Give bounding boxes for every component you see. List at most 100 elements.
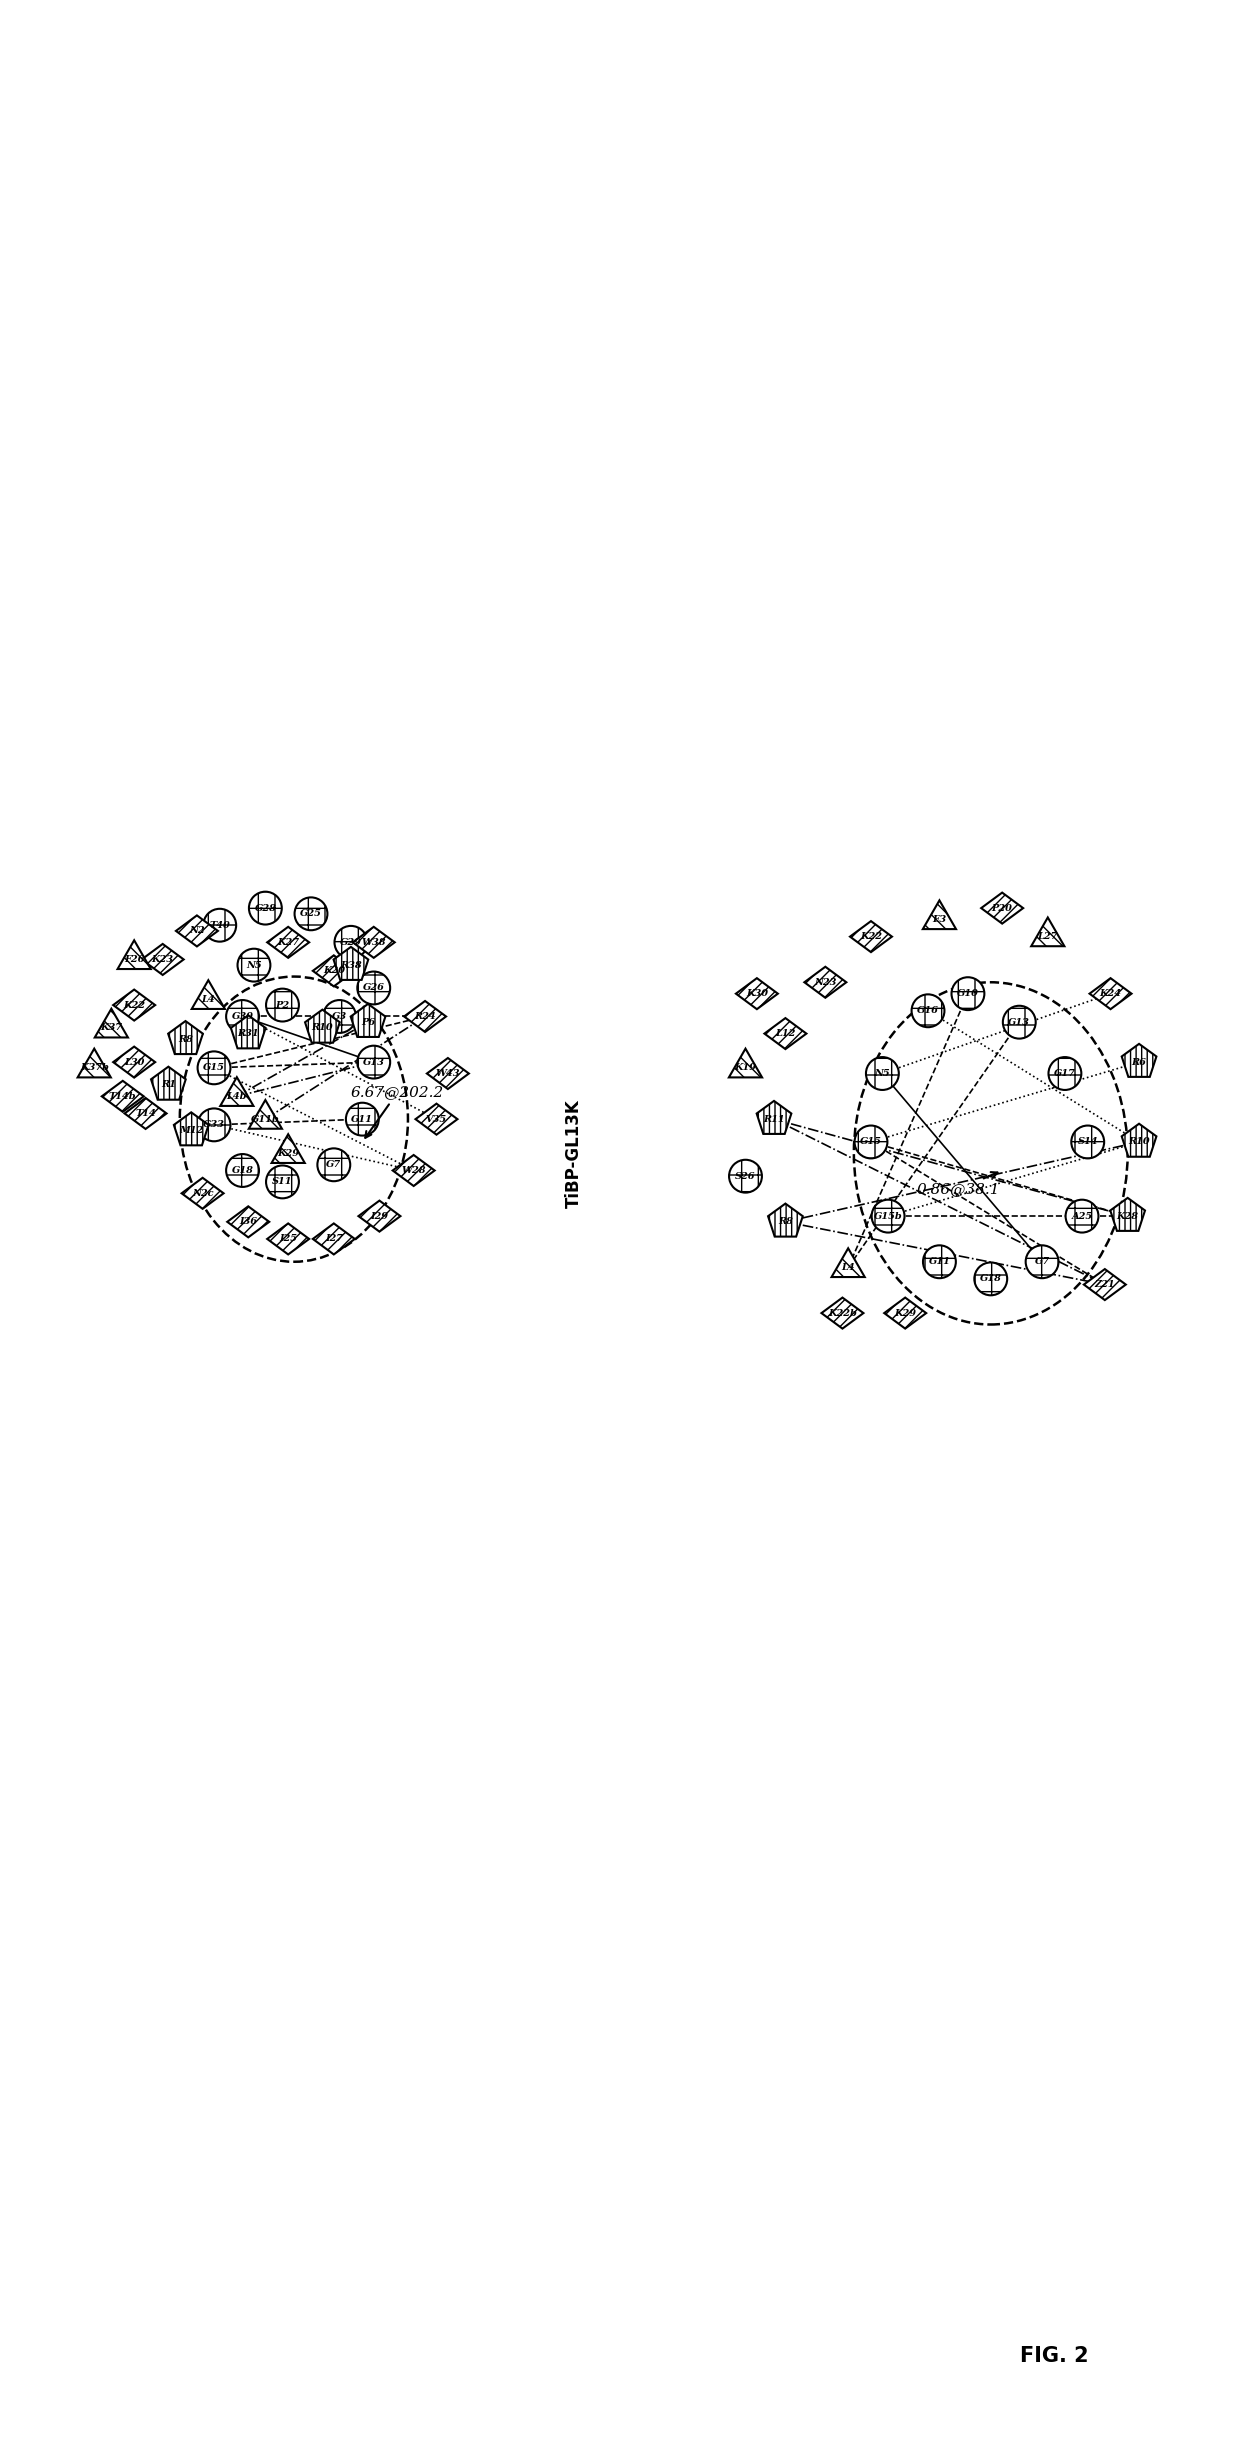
Polygon shape — [832, 1249, 864, 1276]
Polygon shape — [764, 1018, 806, 1050]
Text: E3: E3 — [932, 915, 946, 925]
Circle shape — [1025, 1244, 1059, 1279]
Polygon shape — [849, 920, 892, 952]
Polygon shape — [923, 901, 956, 930]
Circle shape — [951, 977, 985, 1011]
Text: G25: G25 — [300, 910, 322, 918]
Text: G11: G11 — [351, 1114, 373, 1124]
Text: T40: T40 — [210, 920, 231, 930]
Circle shape — [197, 1050, 231, 1085]
Text: K23: K23 — [151, 955, 174, 964]
Text: K29: K29 — [278, 1148, 299, 1158]
Circle shape — [249, 891, 281, 925]
Text: FIG. 2: FIG. 2 — [1019, 2346, 1089, 2366]
Text: G26: G26 — [363, 984, 384, 991]
Polygon shape — [272, 1134, 305, 1163]
Text: G7: G7 — [1034, 1256, 1049, 1266]
Polygon shape — [1032, 918, 1064, 947]
Polygon shape — [192, 979, 224, 1009]
Polygon shape — [404, 1001, 446, 1033]
Text: K20: K20 — [322, 967, 345, 974]
Polygon shape — [118, 940, 151, 969]
Polygon shape — [729, 1048, 763, 1077]
Text: S11: S11 — [273, 1178, 293, 1185]
Text: S26: S26 — [735, 1171, 755, 1180]
Text: G15: G15 — [861, 1139, 882, 1146]
Text: R38: R38 — [340, 960, 362, 969]
Circle shape — [854, 1126, 888, 1158]
Polygon shape — [981, 893, 1023, 923]
Polygon shape — [267, 1225, 309, 1254]
Text: W43: W43 — [435, 1070, 460, 1077]
Text: K30: K30 — [746, 989, 768, 999]
Text: R8: R8 — [179, 1036, 193, 1043]
Text: G15b: G15b — [874, 1212, 903, 1220]
Polygon shape — [124, 1097, 166, 1129]
Text: R10: R10 — [311, 1023, 334, 1033]
Text: L27: L27 — [1038, 933, 1058, 942]
Text: G11: G11 — [929, 1256, 950, 1266]
Circle shape — [238, 950, 270, 982]
Polygon shape — [821, 1298, 863, 1328]
Text: P6: P6 — [361, 1018, 374, 1026]
Circle shape — [872, 1200, 904, 1232]
Text: K28: K28 — [1117, 1212, 1138, 1220]
Text: K24: K24 — [1100, 989, 1121, 999]
Polygon shape — [113, 989, 155, 1021]
Circle shape — [335, 925, 367, 960]
Circle shape — [357, 1045, 391, 1080]
Text: I25: I25 — [279, 1234, 298, 1244]
Text: K19: K19 — [734, 1063, 756, 1072]
Text: TiBP-GL13K: TiBP-GL13K — [565, 1099, 583, 1207]
Circle shape — [357, 972, 391, 1004]
Text: K22b: K22b — [828, 1308, 857, 1318]
Text: L12: L12 — [775, 1028, 796, 1038]
Text: K29: K29 — [894, 1308, 916, 1318]
Circle shape — [295, 898, 327, 930]
Text: I27: I27 — [325, 1234, 342, 1244]
Text: Z21: Z21 — [1095, 1281, 1115, 1288]
Text: I29: I29 — [371, 1212, 388, 1220]
Text: R1: R1 — [161, 1080, 176, 1090]
Text: N2: N2 — [188, 928, 205, 935]
Circle shape — [203, 908, 236, 942]
Text: K22: K22 — [123, 1001, 145, 1009]
Text: G13: G13 — [363, 1058, 384, 1067]
Polygon shape — [227, 1207, 269, 1237]
Text: F26: F26 — [124, 955, 144, 964]
Polygon shape — [174, 1112, 208, 1146]
Text: N2c: N2c — [192, 1188, 213, 1198]
Text: R10: R10 — [1128, 1139, 1149, 1146]
Text: L4: L4 — [842, 1264, 854, 1271]
Polygon shape — [1084, 1269, 1126, 1301]
Polygon shape — [113, 1045, 155, 1077]
Text: G33: G33 — [203, 1121, 224, 1129]
Text: 6.67@202.2: 6.67@202.2 — [351, 1085, 444, 1139]
Text: G13: G13 — [1008, 1018, 1030, 1026]
Circle shape — [324, 1001, 356, 1033]
Polygon shape — [768, 1202, 802, 1237]
Polygon shape — [1122, 1124, 1157, 1156]
Polygon shape — [141, 945, 184, 974]
Polygon shape — [427, 1058, 469, 1090]
Text: K37b: K37b — [79, 1063, 109, 1072]
Text: G18: G18 — [232, 1166, 253, 1175]
Text: L4b: L4b — [227, 1092, 247, 1102]
Polygon shape — [221, 1077, 253, 1107]
Text: R31: R31 — [237, 1028, 259, 1038]
Text: G7: G7 — [326, 1161, 341, 1168]
Text: K22: K22 — [861, 933, 882, 942]
Text: W28: W28 — [402, 1166, 425, 1175]
Text: R24: R24 — [414, 1011, 436, 1021]
Polygon shape — [78, 1048, 110, 1077]
Text: G30: G30 — [232, 1011, 253, 1021]
Polygon shape — [176, 915, 218, 947]
Circle shape — [226, 1153, 259, 1188]
Text: G16: G16 — [918, 1006, 939, 1016]
Text: N23: N23 — [815, 977, 837, 987]
Text: G3: G3 — [332, 1011, 347, 1021]
Circle shape — [1071, 1126, 1104, 1158]
Polygon shape — [805, 967, 847, 999]
Polygon shape — [415, 1104, 458, 1134]
Polygon shape — [1090, 979, 1132, 1009]
